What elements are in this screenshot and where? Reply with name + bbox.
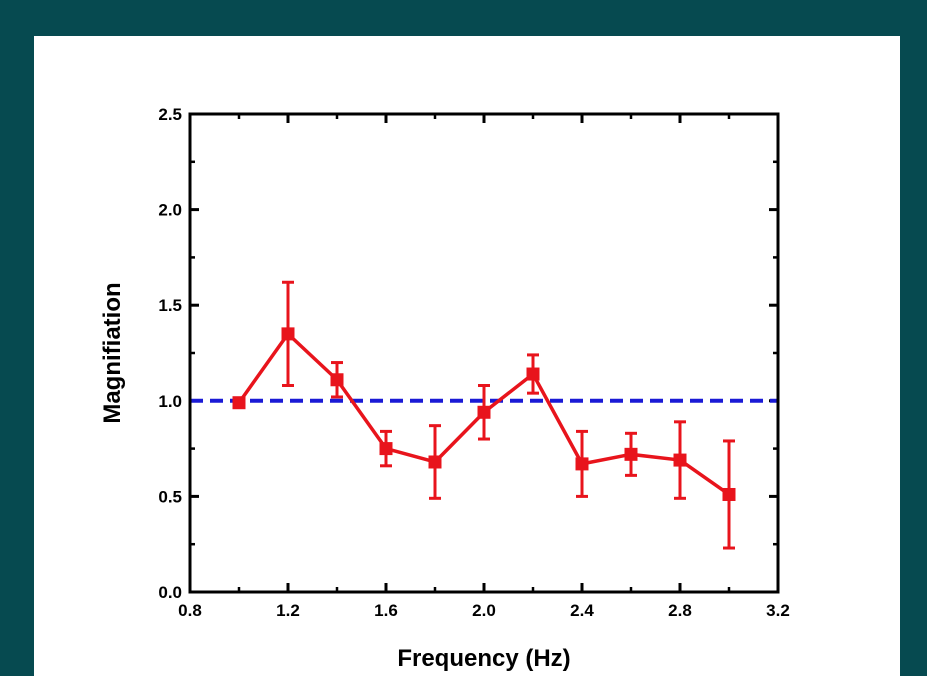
x-tick-label: 1.2 (276, 601, 300, 620)
y-tick-label: 2.0 (158, 201, 182, 220)
series-group (232, 280, 736, 550)
x-tick-label: 2.8 (668, 601, 692, 620)
magnification-chart: 0.8 1.2 1.6 2.0 2.4 2.8 3.20.00.51.01.52.02.5 … (99, 105, 790, 672)
y-tick-label: 0.0 (158, 583, 182, 602)
y-tick-label: 2.5 (158, 105, 182, 124)
x-tick-label: 1.6 (374, 601, 398, 620)
x-tick-label: 2.0 (472, 601, 496, 620)
data-point (624, 447, 638, 461)
chart-panel: 0.8 1.2 1.6 2.0 2.4 2.8 3.2 0.0 0.5 1.0 1.5 2.0 2.5 … (34, 36, 900, 676)
axis-ticks (188, 112, 780, 594)
x-tick-label: 3.2 (766, 601, 790, 620)
data-point (330, 373, 344, 387)
data-point (428, 455, 442, 469)
data-point (477, 405, 491, 419)
y-tick-label: 1.5 (158, 296, 182, 315)
data-point (673, 453, 687, 467)
data-point (575, 457, 589, 471)
y-axis-title: Magnifiation (99, 282, 126, 423)
data-point (232, 396, 246, 410)
data-point (722, 487, 736, 501)
x-tick-label: 0.8 (178, 601, 202, 620)
data-point (526, 367, 540, 381)
data-point (281, 327, 295, 341)
x-axis-title: Frequency (Hz) (397, 645, 570, 672)
data-point (379, 442, 393, 456)
y-tick-label: 0.5 (158, 487, 182, 506)
tick-labels: 0.8 1.2 1.6 2.0 2.4 2.8 3.2 0.0 0.5 1.0 1.5 2.0 2.5 (158, 105, 789, 620)
x-tick-label: 2.4 (570, 601, 594, 620)
plot-frame (188, 112, 780, 594)
y-tick-label: 1.0 (158, 392, 182, 411)
